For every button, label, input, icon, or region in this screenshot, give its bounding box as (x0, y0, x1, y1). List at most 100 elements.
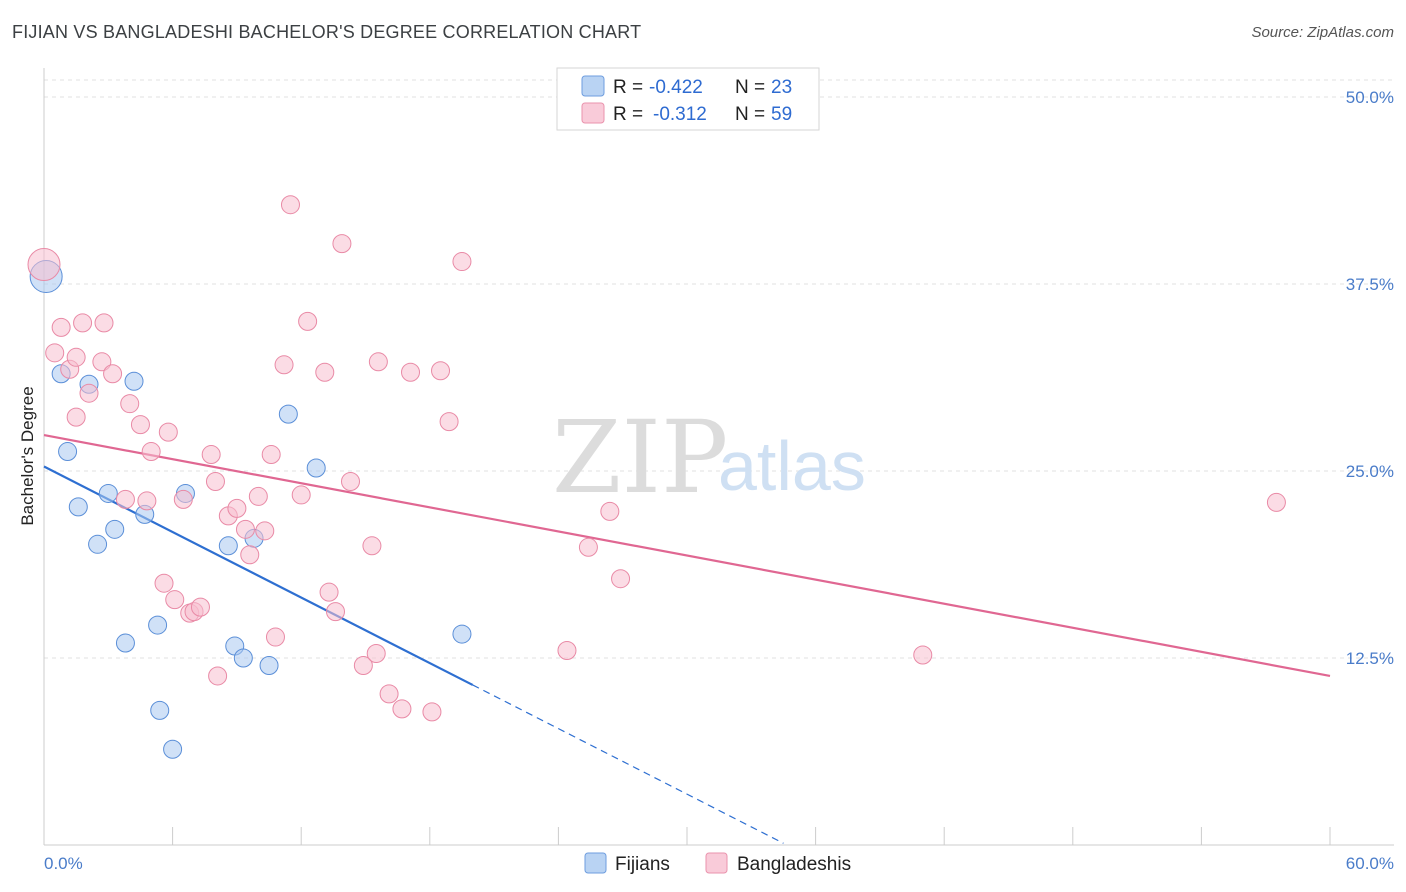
point-fijians (278, 404, 298, 424)
legend-n-value-fijians: 23 (771, 77, 792, 98)
y-tick-label: 50.0% (1346, 88, 1394, 107)
trendlines (43, 434, 1331, 844)
watermark: ZIP atlas (552, 399, 866, 516)
watermark-zip: ZIP (552, 399, 728, 516)
point-bangladeshis (73, 313, 93, 333)
point-bangladeshis (103, 364, 123, 384)
point-fijians (233, 648, 253, 668)
legend-r-label-bangladeshis: R = (613, 104, 643, 125)
point-bangladeshis (51, 317, 71, 337)
point-bangladeshis (401, 362, 421, 382)
point-bangladeshis (248, 486, 268, 506)
point-bangladeshis (325, 602, 345, 622)
point-bangladeshis (332, 234, 352, 254)
point-bangladeshis (298, 311, 318, 331)
point-bangladeshis (137, 491, 157, 511)
point-fijians (68, 497, 88, 517)
point-bangladeshis (362, 536, 382, 556)
x-tick-label-max: 60.0% (1346, 854, 1394, 873)
trendline-bangladeshis (43, 434, 1331, 678)
point-bangladeshis (120, 394, 140, 414)
point-bangladeshis (190, 597, 210, 617)
point-bangladeshis (368, 352, 388, 372)
point-fijians (452, 624, 472, 644)
point-bangladeshis (27, 248, 61, 282)
point-bangladeshis (205, 471, 225, 491)
point-fijians (150, 700, 170, 720)
point-bangladeshis (92, 352, 112, 372)
point-bangladeshis (611, 569, 631, 589)
gridlines (44, 79, 1394, 659)
point-bangladeshis (353, 655, 373, 675)
point-fijians (105, 519, 125, 539)
x-tick-label-min: 0.0% (44, 854, 83, 873)
point-bangladeshis (154, 573, 174, 593)
series-legend-swatch-bangladeshis (705, 852, 728, 874)
legend-r-label-fijians: R = (613, 77, 643, 98)
source-label: Source: ZipAtlas.com (1251, 24, 1394, 41)
y-tick-label: 12.5% (1346, 649, 1394, 668)
point-bangladeshis (130, 415, 150, 435)
point-bangladeshis (280, 195, 300, 215)
point-bangladeshis (79, 383, 99, 403)
legend-n-label-bangladeshis: N = (735, 104, 765, 125)
point-bangladeshis (265, 627, 285, 647)
point-bangladeshis (422, 702, 442, 722)
point-bangladeshis (240, 545, 260, 565)
point-bangladeshis (913, 645, 933, 665)
y-tick-label: 37.5% (1346, 275, 1394, 294)
point-bangladeshis (291, 485, 311, 505)
point-bangladeshis (165, 590, 185, 610)
point-bangladeshis (201, 445, 221, 465)
point-fijians (88, 534, 108, 554)
point-bangladeshis (274, 355, 294, 375)
point-bangladeshis (452, 252, 472, 272)
legend-n-label-fijians: N = (735, 77, 765, 98)
stats-legend: R = -0.422 N = 23 R = -0.312 N = 59 (556, 67, 820, 131)
point-bangladeshis (600, 501, 620, 521)
legend-swatch-fijians (581, 75, 605, 97)
point-bangladeshis (45, 343, 65, 363)
series-legend-swatch-fijians (584, 852, 607, 874)
axes (43, 68, 1394, 846)
series-legend: Fijians Bangladeshis (584, 852, 851, 875)
point-fijians (148, 615, 168, 635)
legend-swatch-bangladeshis (581, 102, 605, 124)
point-bangladeshis (208, 666, 228, 686)
point-bangladeshis (94, 313, 114, 333)
point-fijians (218, 536, 238, 556)
point-bangladeshis (431, 361, 451, 381)
point-bangladeshis (1266, 492, 1286, 512)
point-bangladeshis (115, 489, 135, 509)
point-bangladeshis (315, 362, 335, 382)
legend-n-value-bangladeshis: 59 (771, 104, 792, 125)
point-bangladeshis (173, 489, 193, 509)
point-fijians (306, 458, 326, 478)
point-bangladeshis (319, 582, 339, 602)
point-bangladeshis (227, 498, 247, 518)
point-fijians (115, 633, 135, 653)
point-bangladeshis (158, 422, 178, 442)
point-bangladeshis (366, 644, 386, 664)
point-bangladeshis (379, 684, 399, 704)
point-bangladeshis (66, 407, 86, 427)
point-bangladeshis (340, 471, 360, 491)
legend-r-value-fijians: -0.422 (649, 77, 703, 98)
series-legend-label-bangladeshis: Bangladeshis (737, 854, 851, 875)
point-bangladeshis (235, 519, 255, 539)
point-bangladeshis (578, 537, 598, 557)
point-bangladeshis (261, 445, 281, 465)
point-bangladeshis (255, 521, 275, 541)
point-bangladeshis (66, 347, 86, 367)
point-fijians (98, 483, 118, 503)
y-tick-label: 25.0% (1346, 462, 1394, 481)
point-fijians (259, 655, 279, 675)
watermark-atlas: atlas (718, 427, 866, 505)
series-legend-label-fijians: Fijians (615, 854, 670, 875)
legend-r-value-bangladeshis: -0.312 (653, 104, 707, 125)
point-fijians (58, 442, 78, 462)
point-bangladeshis (439, 412, 459, 432)
point-bangladeshis (557, 641, 577, 661)
data-points (27, 195, 1286, 759)
